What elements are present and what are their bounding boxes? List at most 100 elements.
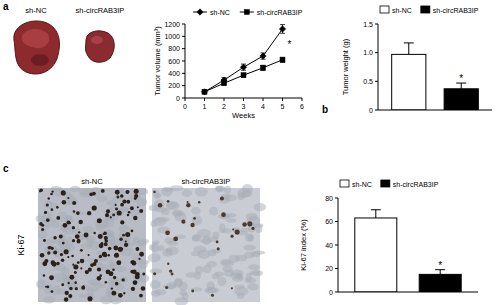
ihc-nucleus	[39, 188, 43, 192]
ihc-texture	[166, 202, 177, 209]
ihc-nucleus	[88, 268, 92, 272]
x-tick-label: 4	[261, 103, 265, 110]
ihc-nucleus	[65, 291, 69, 295]
legend-marker	[244, 10, 249, 15]
ihc-nucleus	[80, 249, 83, 252]
ihc-nucleus	[134, 189, 139, 194]
ihc-nucleus	[141, 286, 146, 291]
ihc-nucleus	[103, 232, 106, 235]
y-tick-label: 0.5	[363, 78, 373, 85]
ihc-texture	[73, 211, 85, 215]
ihc-texture	[223, 266, 233, 272]
y-tick	[335, 292, 338, 293]
ihc-nucleus	[52, 262, 57, 267]
ihc-nucleus	[97, 218, 102, 223]
ihc-texture	[215, 186, 225, 191]
ihc-texture	[87, 288, 93, 296]
ihc-nucleus	[230, 235, 233, 238]
legend-swatch	[381, 180, 390, 187]
ihc-nucleus	[50, 193, 53, 196]
ihc-image	[36, 186, 150, 305]
ihc-nucleus	[120, 203, 124, 207]
ihc-texture	[214, 271, 224, 276]
ihc-nucleus	[72, 239, 75, 242]
ihc-nucleus	[235, 229, 240, 234]
ihc-nucleus	[198, 201, 201, 204]
legend-label: sh-circRAB3IP	[433, 7, 479, 14]
ihc-texture	[234, 287, 248, 296]
y-tick-label: 0	[369, 107, 373, 114]
ihc-nucleus	[59, 235, 63, 239]
ihc-nucleus	[77, 240, 81, 244]
ihc-texture	[118, 225, 129, 232]
ihc-nucleus	[133, 280, 138, 285]
legend: sh-NC sh-circRAB3IP	[380, 6, 479, 14]
ihc-texture	[82, 226, 94, 234]
ihc-nucleus	[113, 276, 116, 279]
y-tick-label: 60	[325, 218, 333, 225]
y-tick	[335, 221, 338, 222]
bar	[355, 218, 397, 292]
y-tick	[335, 245, 338, 246]
ihc-texture	[224, 186, 231, 194]
data-point	[280, 57, 285, 62]
ihc-nucleus	[130, 206, 134, 210]
bar-chart: 00.51.01.5Tumor weight (g)*sh-NCsh-circR…	[341, 6, 492, 114]
ihc-nucleus	[125, 190, 129, 194]
ihc-nucleus	[220, 196, 224, 200]
ihc-nucleus	[231, 287, 233, 289]
ihc-nucleus	[48, 246, 51, 249]
ihc-texture	[182, 292, 189, 299]
ihc-texture	[139, 189, 148, 195]
y-tick-label: 800	[168, 45, 180, 52]
ihc-nucleus	[111, 291, 116, 296]
x-tick-label: 0	[183, 103, 187, 110]
ihc-nucleus	[186, 203, 190, 207]
ihc-nucleus	[115, 282, 119, 286]
ihc-texture	[198, 250, 211, 259]
error-bar	[280, 57, 285, 62]
x-tick-label: 2	[222, 103, 226, 110]
ihc-texture	[44, 246, 58, 254]
x-tick-label: 1	[203, 103, 207, 110]
ihc-nucleus	[46, 218, 50, 222]
ihc-nucleus	[242, 222, 247, 227]
ihc-texture	[150, 280, 161, 289]
ihc-texture	[192, 234, 201, 241]
legend: sh-NCsh-circRAB3IP	[340, 180, 439, 188]
ihc-texture	[148, 253, 161, 262]
ihc-nucleus	[51, 208, 54, 211]
ihc-nucleus	[115, 207, 118, 210]
ihc-nucleus	[50, 247, 53, 250]
ihc-nucleus	[116, 196, 119, 199]
tumor-shade	[31, 54, 49, 66]
ihc-nucleus	[124, 243, 128, 247]
tumor-small	[86, 31, 115, 62]
ihc-nucleus	[125, 232, 130, 237]
ihc-nucleus	[131, 260, 134, 263]
ihc-nucleus	[132, 269, 137, 274]
series-line	[205, 60, 283, 92]
ihc-nucleus	[131, 230, 134, 233]
image-label: sh-circRAB3IP	[76, 6, 125, 15]
ihc-texture	[56, 289, 68, 295]
ihc-nucleus	[79, 220, 83, 224]
ihc-texture	[165, 238, 175, 244]
y-tick-label: 40	[325, 242, 333, 249]
ihc-nucleus	[125, 240, 127, 242]
legend-swatch	[421, 6, 430, 13]
ihc-nucleus	[142, 273, 145, 276]
legend-label: sh-NC	[392, 7, 412, 14]
y-tick	[182, 73, 185, 74]
annotation: *	[288, 39, 292, 50]
ihc-nucleus	[136, 247, 140, 251]
ihc-texture	[150, 220, 157, 227]
line-chart: 020040060080010001200Tumor volume (mm³)0…	[153, 9, 304, 121]
x-axis	[378, 110, 492, 111]
ihc-texture	[165, 248, 172, 252]
ihc-texture	[137, 198, 148, 206]
ihc-nucleus	[127, 191, 129, 193]
error-bar	[261, 65, 266, 70]
legend-swatch	[340, 180, 349, 187]
ihc-nucleus	[111, 287, 113, 289]
